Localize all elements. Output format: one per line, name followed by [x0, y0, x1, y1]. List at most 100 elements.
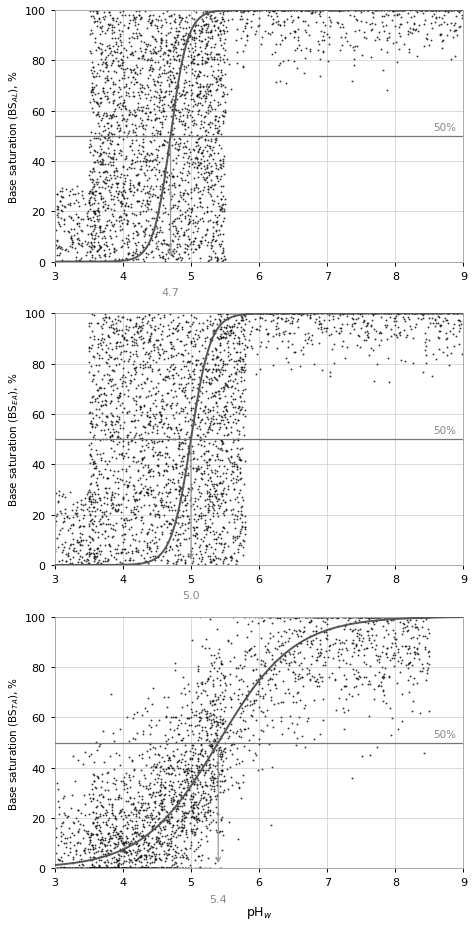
Point [179, 450, 187, 464]
Point [98, 338, 105, 353]
Point [159, 320, 167, 335]
Point [77, 806, 85, 820]
Point [250, 664, 257, 679]
Point [132, 533, 139, 548]
Point [130, 32, 137, 46]
Point [87, 861, 94, 876]
Point [282, 351, 290, 366]
Point [131, 802, 138, 817]
Point [156, 125, 164, 140]
Point [392, 307, 399, 322]
Point [116, 472, 124, 487]
Point [140, 489, 147, 503]
Point [192, 461, 200, 476]
Point [252, 748, 260, 763]
Point [116, 210, 123, 224]
Point [153, 834, 161, 849]
Point [55, 217, 63, 232]
Point [88, 827, 96, 842]
Point [235, 776, 242, 791]
Point [216, 338, 224, 353]
Point [165, 430, 173, 445]
Point [103, 117, 111, 132]
Point [420, 307, 428, 322]
Point [228, 451, 235, 465]
Point [242, 648, 249, 663]
Point [173, 252, 180, 267]
Point [167, 833, 174, 848]
Point [220, 459, 228, 474]
Point [117, 447, 125, 462]
Point [266, 671, 274, 686]
Point [183, 16, 191, 31]
Point [100, 86, 108, 101]
Point [152, 206, 160, 221]
Point [197, 787, 204, 802]
Point [113, 861, 121, 876]
Point [99, 842, 106, 857]
Point [132, 5, 140, 19]
Point [91, 126, 99, 141]
Point [147, 91, 155, 106]
Point [218, 744, 225, 759]
Point [152, 808, 160, 823]
Point [137, 324, 144, 339]
Point [174, 543, 182, 558]
Point [184, 106, 192, 121]
Point [268, 47, 276, 62]
Point [60, 212, 67, 227]
Point [197, 554, 204, 569]
Point [357, 322, 365, 337]
Point [323, 632, 330, 647]
Point [194, 394, 201, 409]
Point [290, 689, 297, 704]
Point [114, 497, 121, 512]
Point [184, 677, 192, 692]
Point [71, 861, 79, 876]
Point [98, 844, 105, 858]
Point [184, 222, 192, 237]
Point [118, 71, 126, 86]
Point [122, 777, 129, 792]
Point [102, 503, 109, 518]
Point [215, 743, 222, 757]
Point [219, 85, 227, 100]
Point [204, 235, 211, 250]
Point [149, 844, 157, 859]
Point [223, 337, 230, 351]
Point [212, 734, 219, 749]
Point [198, 51, 206, 66]
Point [388, 612, 395, 627]
Point [126, 513, 133, 527]
Point [173, 759, 181, 774]
Point [185, 216, 192, 231]
Point [214, 692, 221, 706]
Point [190, 68, 198, 83]
Point [117, 805, 125, 819]
Point [117, 213, 125, 228]
Point [278, 334, 286, 349]
Point [145, 197, 152, 212]
Point [158, 333, 166, 348]
Point [365, 612, 373, 627]
Point [148, 812, 155, 827]
Point [182, 146, 190, 161]
Point [210, 714, 218, 729]
Point [59, 487, 67, 502]
Point [144, 101, 152, 116]
Point [120, 449, 128, 464]
Point [253, 4, 260, 19]
Point [164, 26, 172, 41]
Point [197, 24, 204, 39]
Point [138, 861, 146, 876]
Point [63, 861, 70, 876]
Point [175, 717, 182, 732]
Point [161, 819, 168, 833]
Point [383, 641, 391, 655]
Point [352, 610, 360, 625]
Point [135, 119, 143, 133]
Point [152, 445, 159, 460]
Point [146, 400, 154, 415]
Point [442, 333, 450, 348]
Point [164, 847, 171, 862]
